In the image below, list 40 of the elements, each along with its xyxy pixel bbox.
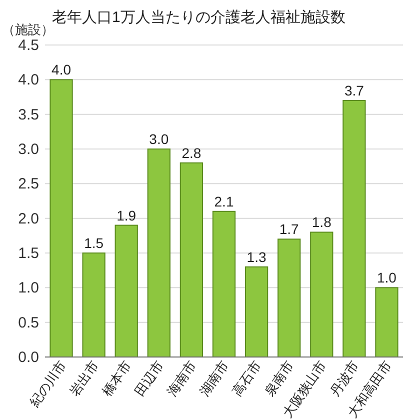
bar: [212, 210, 236, 358]
y-tick-label: 2.5: [18, 176, 39, 193]
x-tick-label: 高石市: [229, 358, 264, 399]
data-label: 1.5: [84, 235, 104, 251]
bar: [244, 266, 268, 358]
data-label: 1.8: [312, 214, 332, 230]
x-tick-label: 岩出市: [66, 358, 102, 399]
bar: [310, 232, 334, 358]
x-tick-label: 湖南市: [196, 358, 232, 399]
y-tick-label: 4.5: [18, 37, 39, 54]
bar: [114, 224, 138, 358]
bar: [82, 252, 106, 358]
bar: [50, 79, 73, 358]
y-tick-label: 3.5: [18, 106, 39, 124]
data-label: 1.3: [246, 248, 266, 265]
data-label: 1.0: [376, 270, 397, 286]
data-label: 2.1: [214, 193, 234, 210]
bar: [342, 100, 366, 358]
data-label: 3.7: [344, 82, 364, 98]
x-tick-label: 海南市: [164, 358, 199, 399]
y-tick-label: 0.0: [18, 349, 39, 366]
y-tick-label: 3.0: [18, 141, 39, 158]
data-label: 4.0: [52, 62, 72, 78]
data-label: 3.0: [149, 131, 169, 147]
x-tick-label: 橋本市: [99, 358, 134, 399]
bar: [180, 162, 204, 358]
data-label: 1.9: [116, 207, 136, 224]
y-tick-label: 1.5: [18, 245, 39, 262]
data-label: 1.7: [279, 221, 300, 238]
chart-title: 老年人口1万人当たりの介護老人福祉施設数: [52, 9, 346, 26]
y-tick-label: 0.5: [18, 314, 39, 332]
y-axis-title: （施設）: [2, 22, 54, 37]
y-tick-label: 1.0: [18, 280, 39, 297]
bar: [278, 238, 301, 358]
y-tick-label: 4.0: [18, 72, 39, 89]
bar: [147, 148, 170, 358]
data-label: 2.8: [182, 144, 202, 161]
bar: [375, 287, 398, 358]
x-tick-label: 田辺市: [132, 358, 166, 399]
y-tick-label: 2.0: [18, 210, 39, 228]
